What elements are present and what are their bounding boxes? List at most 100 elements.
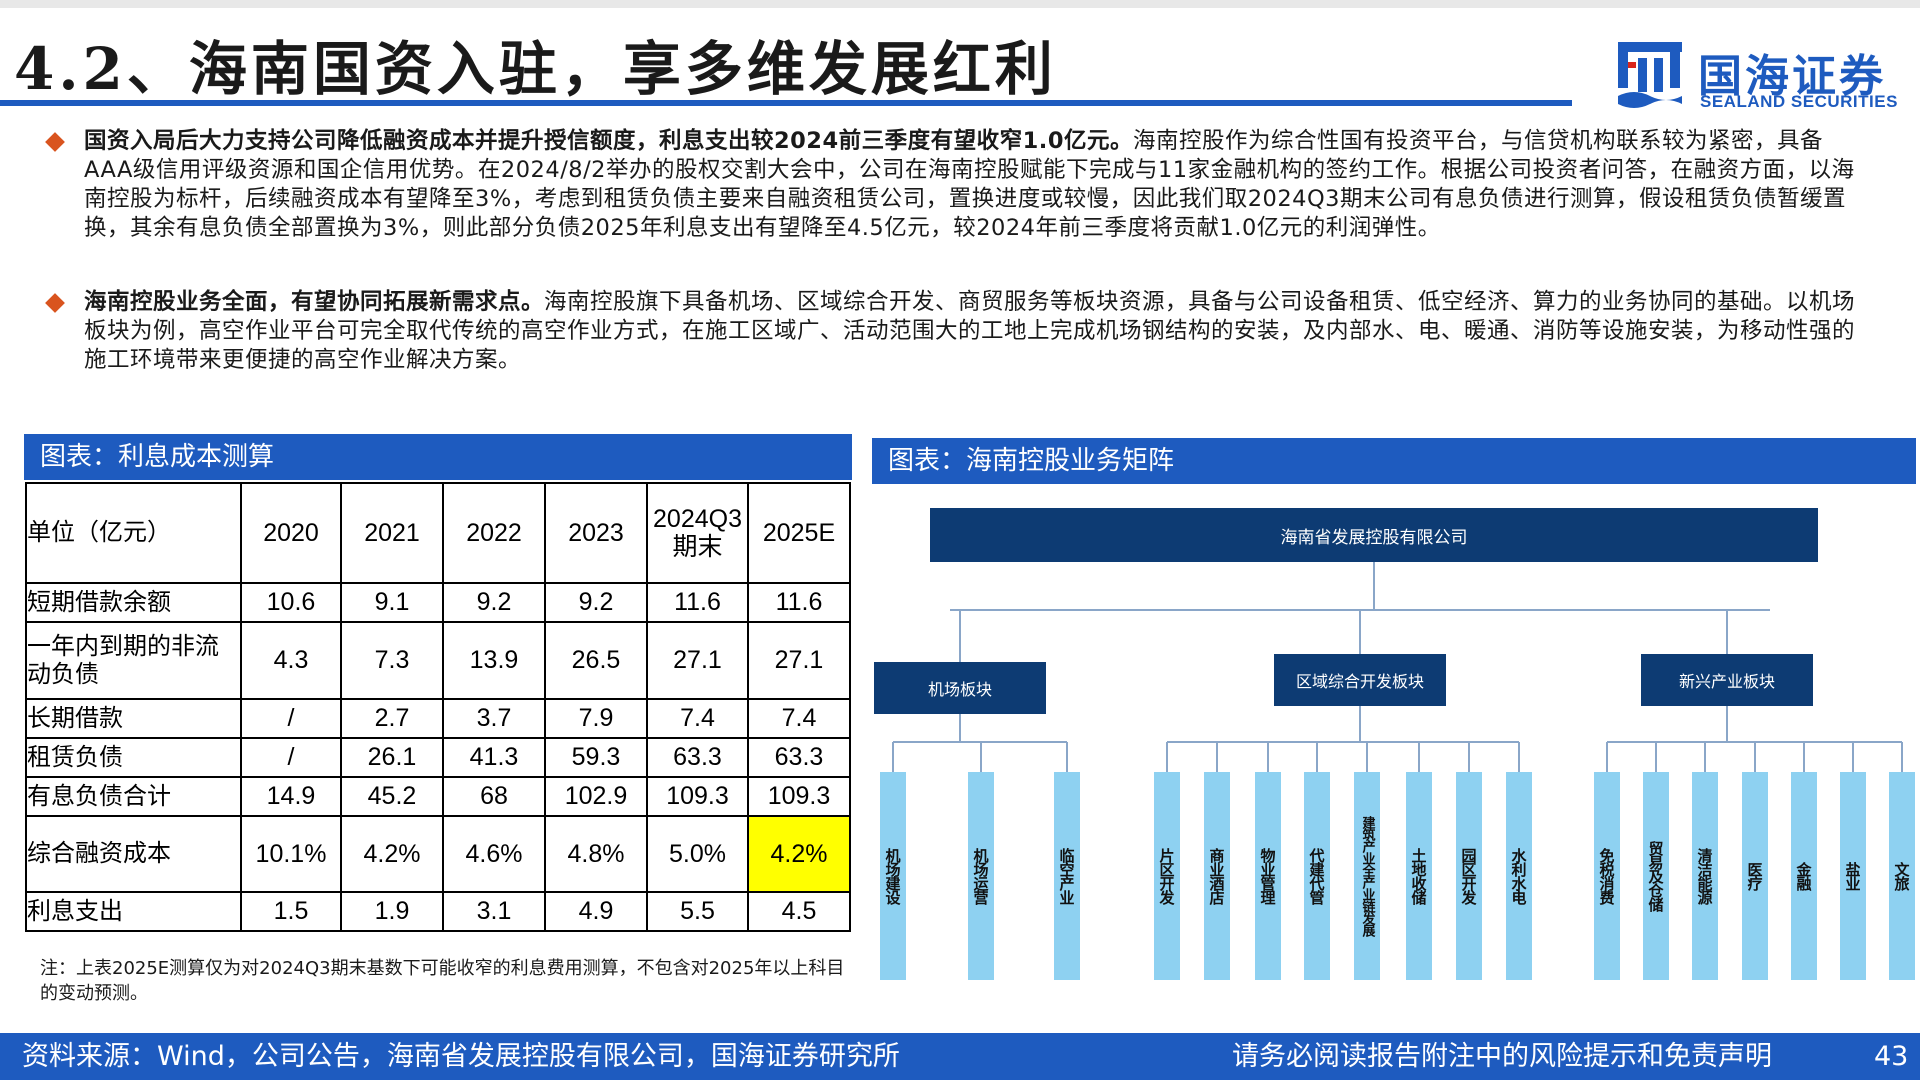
table-cell: 4.3 [240,621,342,700]
footer-source: 资料来源：Wind，公司公告，海南省发展控股有限公司，国海证券研究所 [22,1041,900,1072]
table-cell: 4.2% [340,815,444,893]
table-header-row: 单位（亿元） 2020 2021 2022 2023 2024Q3期末 2025… [25,482,851,584]
table-cell: 109.3 [646,776,749,817]
org-leaf-box: 商业酒店 [1204,772,1230,980]
org-panel-title: 图表：海南控股业务矩阵 [872,438,1916,484]
table-row-label: 短期借款余额 [25,582,242,623]
table-cell: 4.9 [544,891,648,932]
bullet-paragraph-1: 国资入局后大力支持公司降低融资成本并提升授信额度，利息支出较2024前三季度有望… [45,127,1860,243]
highlighted-table-cell: 4.2% [747,815,851,893]
table-cell: 7.4 [747,698,851,739]
page-number: 43 [1874,1041,1909,1072]
table-row: 长期借款 / 2.7 3.7 7.9 7.4 7.4 [25,698,851,739]
org-leaf-box: 机场建设 [880,772,906,980]
table-cell: 9.2 [442,582,546,623]
table-cell: 68 [442,776,546,817]
page-title: 4.2、海南国资入驻，享多维发展红利 [14,35,1057,103]
table-row-label: 一年内到期的非流动负债 [25,621,242,700]
org-leaf-box: 医疗 [1742,772,1768,980]
table-row: 租赁负债 / 26.1 41.3 59.3 63.3 63.3 [25,737,851,778]
table-cell: 7.4 [646,698,749,739]
table-cell: 9.2 [544,582,648,623]
table-cell: 27.1 [646,621,749,700]
bullet-paragraph-2: 海南控股业务全面，有望协同拓展新需求点。海南控股旗下具备机场、区域综合开发、商贸… [45,288,1860,375]
table-cell: / [240,737,342,778]
table-panel-title: 图表：利息成本测算 [24,434,852,480]
table-header-cell: 单位（亿元） [25,482,242,584]
table-cell: 4.8% [544,815,648,893]
org-leaf-box: 片区开发 [1154,772,1180,980]
table-header-cell: 2021 [340,482,444,584]
table-cell: 3.7 [442,698,546,739]
org-leaf-box: 文旅 [1889,772,1915,980]
org-leaf-box: 水利水电 [1506,772,1532,980]
table-row-label: 利息支出 [25,891,242,932]
table-cell: 14.9 [240,776,342,817]
table-cell: 1.5 [240,891,342,932]
interest-cost-table: 单位（亿元） 2020 2021 2022 2023 2024Q3期末 2025… [25,482,851,932]
table-cell: 11.6 [646,582,749,623]
table-header-cell: 2024Q3期末 [646,482,749,584]
table-cell: 26.1 [340,737,444,778]
org-leaf-box: 清洁能源 [1692,772,1718,980]
table-cell: 5.0% [646,815,749,893]
table-header-cell: 2022 [442,482,546,584]
table-cell: 11.6 [747,582,851,623]
table-cell: 26.5 [544,621,648,700]
org-leaf-box: 免税消费 [1594,772,1620,980]
org-segment-box: 新兴产业板块 [1641,654,1813,706]
table-row: 短期借款余额 10.6 9.1 9.2 9.2 11.6 11.6 [25,582,851,623]
org-leaf-box: 临空产业 [1054,772,1080,980]
table-cell: 13.9 [442,621,546,700]
org-connector-lines [892,562,1903,772]
org-leaf-box: 土地收储 [1406,772,1432,980]
org-segment-box: 区域综合开发板块 [1274,654,1446,706]
logo-cn-text: 国海证券 [1698,51,1886,102]
table-cell: 2.7 [340,698,444,739]
table-note: 注：上表2025E测算仅为对2024Q3期末基数下可能收窄的利息费用测算，不包含… [40,958,845,1004]
org-leaf-box: 园区开发 [1456,772,1482,980]
table-cell: 45.2 [340,776,444,817]
top-strip [0,0,1920,8]
table-header-cell: 2020 [240,482,342,584]
table-row: 利息支出 1.5 1.9 3.1 4.9 5.5 4.5 [25,891,851,932]
org-leaf-box: 建筑产业全产业链发展 [1354,772,1380,980]
table-cell: 63.3 [646,737,749,778]
sealand-logo-icon [1618,42,1682,108]
table-row: 综合融资成本 10.1% 4.2% 4.6% 4.8% 5.0% 4.2% [25,815,851,893]
table-row-label: 有息负债合计 [25,776,242,817]
table-header-cell: 2025E [747,482,851,584]
table-cell: 109.3 [747,776,851,817]
title-underline [0,100,1572,106]
org-leaf-box: 盐业 [1840,772,1866,980]
table-row: 有息负债合计 14.9 45.2 68 102.9 109.3 109.3 [25,776,851,817]
org-leaf-box: 金融 [1791,772,1817,980]
bullet-2-text: 海南控股旗下具备机场、区域综合开发、商贸服务等板块资源，具备与公司设备租赁、低空… [84,289,1856,373]
org-leaf-box: 机场运营 [968,772,994,980]
table-cell: 3.1 [442,891,546,932]
org-segment-box: 机场板块 [874,662,1046,714]
table-cell: / [240,698,342,739]
table-cell: 59.3 [544,737,648,778]
bullet-1-bold: 国资入局后大力支持公司降低融资成本并提升授信额度，利息支出较2024前三季度有望… [84,128,1133,154]
org-chart: 海南省发展控股有限公司 机场板块机场建设 机场运营 临空产业 区域综合开发板块片区开发… [870,490,1920,990]
table-cell: 63.3 [747,737,851,778]
org-leaf-box: 物业管理 [1255,772,1281,980]
footer-disclaimer: 请务必阅读报告附注中的风险提示和免责声明 [1232,1041,1772,1072]
table-cell: 41.3 [442,737,546,778]
footer-bar: 资料来源：Wind，公司公告，海南省发展控股有限公司，国海证券研究所 请务必阅读… [0,1033,1920,1080]
table-row-label: 综合融资成本 [25,815,242,893]
table-cell: 4.5 [747,891,851,932]
org-leaf-box: 贸易及仓储 [1643,772,1669,980]
company-logo: 国海证券 SEALAND SECURITIES [1616,38,1906,111]
table-row: 一年内到期的非流动负债 4.3 7.3 13.9 26.5 27.1 27.1 [25,621,851,700]
table-cell: 102.9 [544,776,648,817]
org-leaf-box: 代建代管 [1304,772,1330,980]
table-cell: 10.6 [240,582,342,623]
bullet-2-bold: 海南控股业务全面，有望协同拓展新需求点。 [84,289,545,315]
table-cell: 5.5 [646,891,749,932]
table-cell: 7.3 [340,621,444,700]
table-cell: 10.1% [240,815,342,893]
org-root-box: 海南省发展控股有限公司 [930,508,1818,562]
table-header-cell: 2023 [544,482,648,584]
